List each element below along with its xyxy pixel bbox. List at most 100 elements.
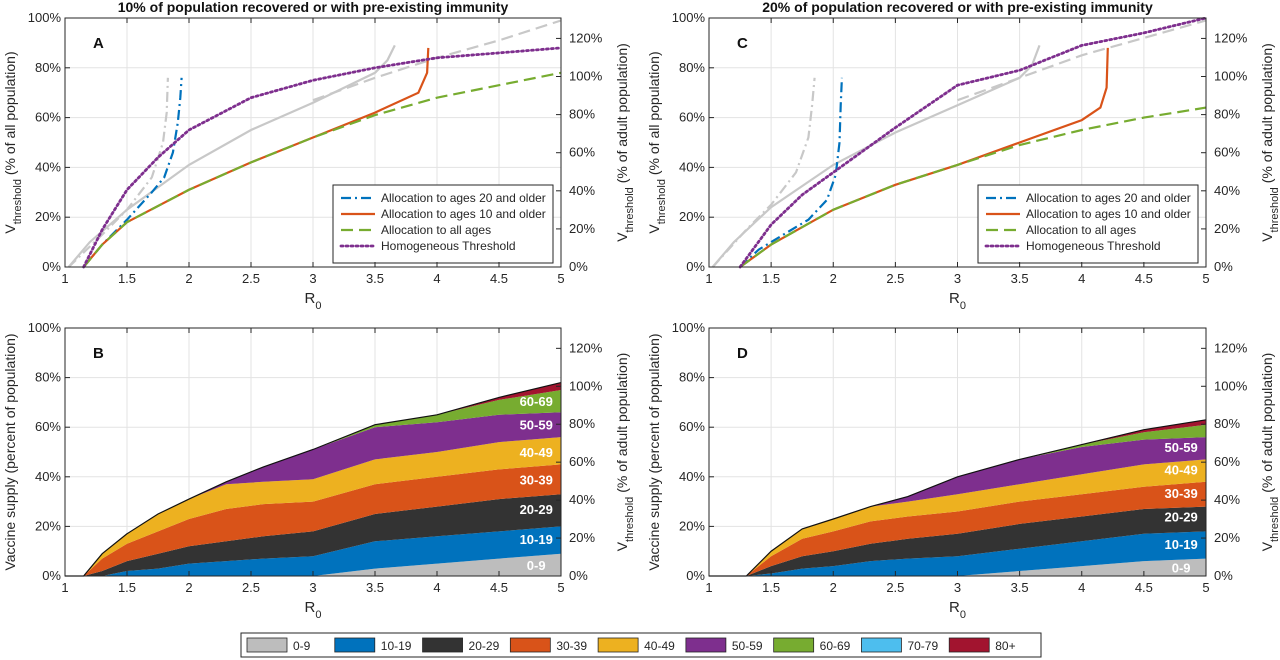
y-tick-label-left: 60% [35, 419, 61, 434]
y-tick-label-right: 100% [1214, 378, 1248, 393]
legend-swatch-60-69 [773, 637, 815, 653]
x-tick-label: 4 [1078, 271, 1085, 286]
x-tick-label: 4 [1078, 580, 1085, 595]
x-tick-label: 1.5 [118, 580, 136, 595]
reference-curve [957, 19, 1207, 102]
y-tick-label-left: 20% [35, 209, 61, 224]
y-axis-label-right: Vthreshold (% of adult population) [1259, 43, 1280, 242]
x-axis-label: R0 [305, 599, 322, 621]
y-tick-label-right: 40% [569, 183, 595, 198]
band-label: 0-9 [527, 558, 546, 573]
y-tick-label-right: 120% [569, 30, 603, 45]
x-axis-label: R0 [949, 599, 966, 621]
x-axis-label: R0 [305, 290, 322, 312]
area-top-outline [65, 382, 562, 577]
y-tick-label-right: 40% [569, 492, 595, 507]
legend-swatch-40-49 [597, 637, 639, 653]
x-tick-label: 3.5 [1011, 271, 1029, 286]
panel-B: 0-9 10-19 20-29 30-39 40-49 50-59 60-69 1 1.5 2 2.… [2, 320, 636, 621]
y-tick-label-left: 40% [35, 469, 61, 484]
y-tick-label-left: 80% [35, 370, 61, 385]
legend-entry-label: Allocation to ages 10 and older [1026, 207, 1191, 221]
y-tick-label-left: 0% [42, 568, 61, 583]
y-tick-label-left: 60% [679, 419, 705, 434]
x-tick-label: 3 [309, 271, 316, 286]
y-tick-label-left: 0% [686, 259, 705, 274]
x-tick-label: 2.5 [242, 271, 260, 286]
y-tick-label-left: 80% [679, 60, 705, 75]
age-group-legend: 0-9 10-19 20-29 30-39 40-49 50-59 60-69 70-79 80… [240, 632, 1042, 658]
legend-entry-label: Allocation to all ages [381, 223, 491, 237]
y-tick-label-right: 80% [1214, 107, 1240, 122]
legend-swatch-30-39 [509, 637, 551, 653]
y-tick-label-right: 0% [1214, 568, 1233, 583]
band-label: 10-19 [520, 532, 553, 547]
series-line [82, 46, 563, 269]
x-tick-label: 4.5 [1135, 580, 1153, 595]
y-tick-label-right: 20% [1214, 530, 1240, 545]
legend-swatch-20-29 [422, 637, 463, 653]
x-tick-label: 2 [830, 271, 837, 286]
legend-entry-label: Allocation to ages 20 and older [381, 191, 546, 205]
y-tick-label-right: 20% [569, 530, 595, 545]
y-tick-label-left: 40% [35, 159, 61, 174]
legend-swatch-10-19 [334, 637, 376, 653]
area-top-outline [709, 419, 1207, 577]
area-band-10-19 [709, 531, 1206, 576]
band-label: 20-29 [1165, 509, 1198, 524]
y-tick-label-right: 0% [569, 568, 588, 583]
y-tick-label-left: 20% [35, 518, 61, 533]
x-tick-label: 1.5 [762, 271, 780, 286]
x-tick-label: 4 [433, 271, 440, 286]
area-band-20-29 [65, 494, 561, 576]
legend-swatch-70-79 [861, 637, 902, 653]
x-tick-label: 4.5 [1135, 271, 1153, 286]
legend-label: 10-19 [381, 639, 412, 653]
panel-title: 20% of population recovered or with pre-… [762, 0, 1153, 15]
x-tick-label: 4.5 [490, 580, 508, 595]
legend-label: 20-29 [469, 639, 500, 653]
y-axis-label-left: Vaccine supply (percent of population) [646, 333, 662, 570]
legend-swatch-0-9 [246, 637, 288, 653]
y-tick-label-right: 80% [1214, 416, 1240, 431]
panel-letter: C [737, 35, 748, 52]
y-tick-label-left: 100% [672, 10, 706, 25]
x-tick-label: 3 [954, 580, 961, 595]
x-tick-label: 3.5 [366, 271, 384, 286]
y-tick-label-left: 80% [679, 370, 705, 385]
x-tick-label: 2.5 [886, 580, 904, 595]
chart-legend: Allocation to ages 20 and older Allocatio… [977, 184, 1199, 264]
y-tick-label-right: 120% [1214, 30, 1248, 45]
legend-entry-label: Allocation to ages 10 and older [381, 207, 546, 221]
x-tick-label: 2.5 [242, 580, 260, 595]
series-line [82, 71, 562, 268]
panel-letter: D [737, 345, 748, 362]
y-tick-label-left: 60% [679, 110, 705, 125]
legend-label: 70-79 [907, 639, 938, 653]
area-band-20-29 [709, 506, 1206, 576]
x-tick-label: 1.5 [118, 271, 136, 286]
y-axis-label-left: Vthreshold (% of all population) [646, 51, 668, 233]
y-axis-label-right: Vthreshold (% of adult population) [614, 43, 636, 242]
x-tick-label: 5 [557, 580, 564, 595]
y-tick-label-right: 0% [569, 259, 588, 274]
y-tick-label-right: 60% [1214, 145, 1240, 160]
y-tick-label-right: 100% [569, 378, 603, 393]
legend-label: 0-9 [293, 639, 311, 653]
panel-C: Allocation to ages 20 and older Allocatio… [646, 0, 1280, 312]
x-tick-label: 3 [954, 271, 961, 286]
y-axis-label-left: Vaccine supply (percent of population) [2, 333, 18, 570]
y-tick-label-right: 120% [569, 340, 603, 355]
y-tick-label-left: 40% [679, 159, 705, 174]
band-label: 20-29 [520, 502, 553, 517]
x-tick-label: 3.5 [366, 580, 384, 595]
band-label: 50-59 [1165, 440, 1198, 455]
x-tick-label: 5 [1202, 271, 1209, 286]
panel-letter: A [93, 35, 104, 52]
chart-legend: Allocation to ages 20 and older Allocatio… [332, 184, 554, 264]
y-tick-label-right: 40% [1214, 183, 1240, 198]
series-line [739, 106, 1207, 268]
band-label: 40-49 [520, 445, 553, 460]
legend-label: 30-39 [556, 639, 587, 653]
